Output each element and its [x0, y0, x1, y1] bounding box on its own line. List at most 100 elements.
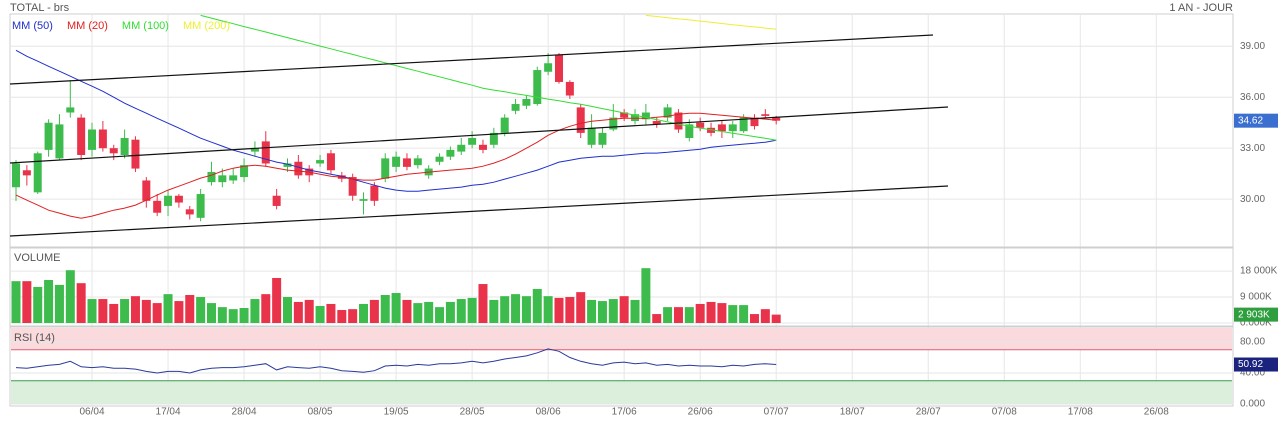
volume-bar	[749, 314, 759, 323]
volume-title: VOLUME	[14, 252, 60, 264]
volume-bar	[250, 299, 260, 323]
candle-body	[88, 129, 97, 150]
x-tick-label: 28/04	[232, 407, 257, 418]
y-tick-label: 80.00	[1240, 337, 1265, 348]
volume-bar	[272, 277, 282, 323]
volume-bar	[380, 295, 390, 323]
y-tick-label: 0.000K	[1240, 318, 1272, 329]
candle-body	[22, 170, 31, 176]
ma-line	[645, 14, 777, 30]
candle-body	[142, 180, 151, 201]
volume-bar	[293, 301, 303, 323]
candle-body	[761, 114, 770, 116]
volume-bar	[11, 281, 21, 323]
volume-bar	[152, 303, 162, 323]
volume-bar	[695, 303, 705, 323]
candle-body	[587, 127, 596, 145]
candle-body	[109, 148, 118, 154]
ma-line	[15, 49, 777, 192]
candle-body	[261, 141, 270, 164]
volume-bar	[304, 299, 314, 323]
volume-bar	[65, 270, 75, 323]
candle-body	[750, 117, 759, 127]
candle-body	[98, 129, 107, 149]
volume-bar	[663, 307, 673, 323]
candle-body	[120, 137, 129, 155]
candle-body	[565, 81, 574, 96]
candle-body	[522, 98, 531, 106]
y-tick-label: 39.00	[1240, 41, 1265, 52]
volume-bar	[348, 309, 358, 323]
candle-body	[272, 195, 281, 206]
zone	[11, 328, 1232, 350]
x-tick-label: 19/05	[384, 407, 409, 418]
candle-body	[229, 175, 238, 181]
volume-bar	[608, 299, 618, 323]
y-tick-label: 30.00	[1240, 194, 1265, 205]
volume-bar	[489, 299, 499, 323]
candle-body	[707, 127, 716, 133]
last-value-label: 2 903K	[1238, 309, 1270, 320]
zone	[11, 380, 1232, 404]
x-tick-label: 17/08	[1068, 407, 1093, 418]
volume-bar	[163, 294, 173, 323]
legend-entry: MM (200)	[183, 20, 230, 32]
candle-body	[218, 175, 227, 183]
volume-bar	[206, 303, 216, 323]
volume-bar	[532, 288, 542, 323]
rsi-title: RSI (14)	[14, 332, 55, 344]
candle-body	[392, 156, 401, 167]
candle-body	[283, 163, 292, 167]
candle-body	[185, 209, 194, 215]
candle-body	[413, 158, 422, 166]
volume-panel	[9, 247, 1234, 327]
candle-body	[131, 139, 140, 169]
candle-body	[489, 132, 498, 145]
y-tick-label: 0.000	[1240, 399, 1265, 410]
volume-bar	[22, 281, 32, 323]
volume-bar	[500, 296, 510, 323]
volume-bar	[283, 297, 292, 323]
x-tick-label: 08/06	[536, 407, 561, 418]
volume-bar	[44, 280, 54, 323]
volume-bar	[109, 303, 119, 323]
candle-body	[652, 121, 661, 125]
last-value-label: 34.62	[1238, 115, 1263, 126]
legend-entry: MM (100)	[122, 20, 169, 32]
candle-body	[174, 195, 183, 203]
volume-bar	[652, 314, 662, 323]
candle-body	[33, 153, 42, 193]
volume-bar	[239, 307, 249, 323]
candle-body	[164, 195, 173, 206]
candle-body	[44, 122, 53, 150]
last-value-box	[1234, 113, 1278, 128]
trendline	[9, 34, 934, 85]
volume-bar	[141, 299, 151, 323]
candle-body	[663, 107, 672, 118]
y-tick-label: 40.00	[1240, 368, 1265, 379]
candle-body	[153, 200, 162, 213]
last-value-label: 50.92	[1238, 359, 1263, 370]
volume-bar	[467, 297, 477, 323]
volume-bar	[445, 301, 455, 323]
candle-body	[402, 158, 411, 167]
candle-body	[620, 112, 629, 118]
volume-bar	[521, 296, 531, 323]
volume-bar	[728, 305, 738, 323]
volume-bar	[76, 283, 86, 323]
volume-bar	[619, 296, 629, 323]
rsi-line	[15, 348, 777, 374]
volume-bar	[673, 307, 683, 323]
volume-bar	[630, 299, 640, 323]
candle-body	[250, 148, 259, 152]
volume-bar	[369, 299, 379, 323]
volume-bar	[326, 303, 336, 323]
candle-body	[717, 124, 726, 132]
candle-body	[370, 185, 379, 201]
candle-body	[294, 161, 303, 176]
volume-bar	[587, 299, 597, 323]
candle-body	[478, 144, 487, 150]
candle-body	[240, 165, 249, 178]
volume-bar	[391, 292, 401, 323]
